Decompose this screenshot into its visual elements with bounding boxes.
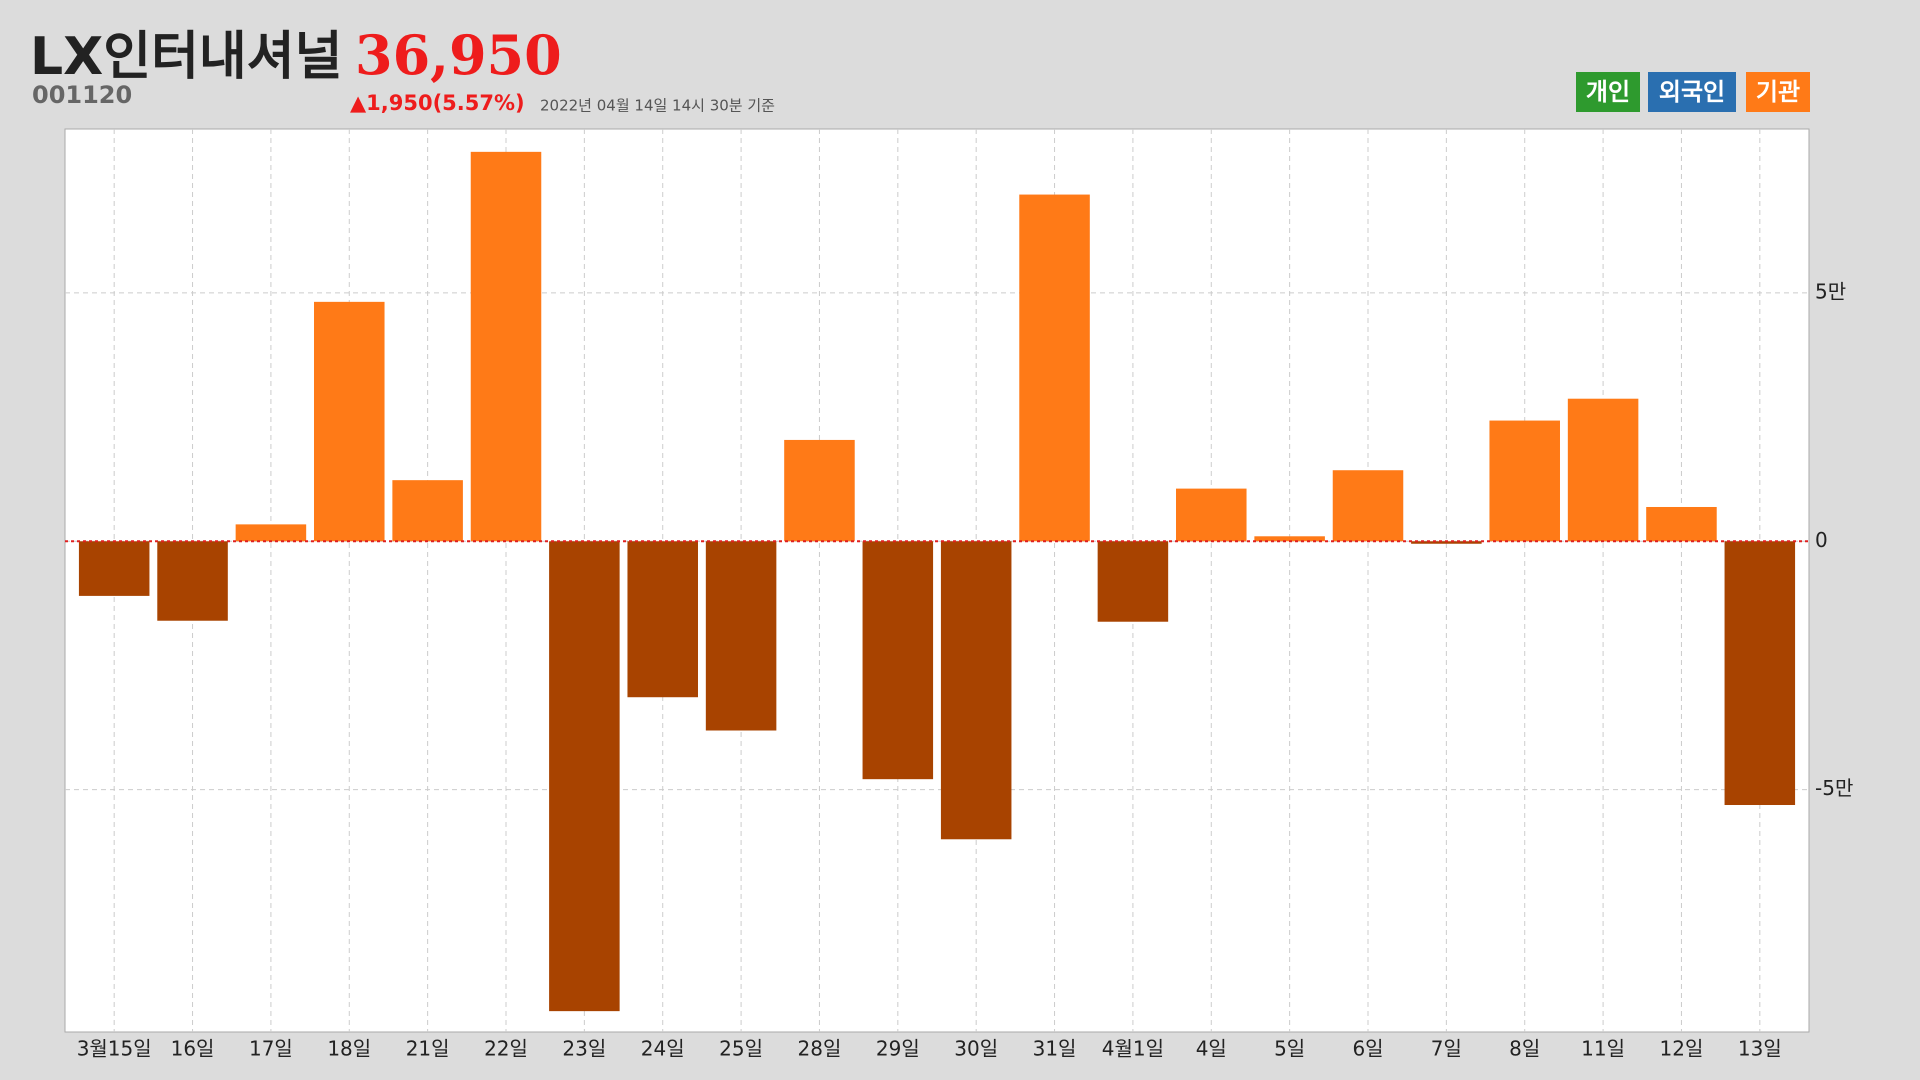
stock-code: 001120 bbox=[32, 81, 132, 109]
bar bbox=[1176, 488, 1247, 542]
bar bbox=[1567, 398, 1639, 542]
x-tick-label: 29일 bbox=[876, 1037, 920, 1061]
x-tick-label: 18일 bbox=[327, 1037, 371, 1061]
x-tick-label: 25일 bbox=[719, 1037, 763, 1061]
legend-button-label[interactable]: 개인 bbox=[1586, 78, 1630, 106]
x-tick-label: 24일 bbox=[641, 1037, 685, 1061]
bar bbox=[314, 301, 385, 542]
bar bbox=[1724, 541, 1796, 806]
x-tick-label: 11일 bbox=[1581, 1037, 1625, 1061]
bar bbox=[1332, 470, 1404, 542]
legend-button[interactable] bbox=[1648, 72, 1736, 112]
bar bbox=[392, 480, 463, 542]
x-tick-label: 21일 bbox=[406, 1037, 450, 1061]
bar bbox=[549, 541, 620, 1012]
x-tick-label: 17일 bbox=[249, 1037, 293, 1061]
bar bbox=[78, 541, 150, 596]
x-tick-label: 22일 bbox=[484, 1037, 528, 1061]
y-tick-label: 0 bbox=[1815, 528, 1828, 552]
x-tick-label: 3월15일 bbox=[77, 1037, 152, 1061]
bar bbox=[157, 541, 228, 621]
x-tick-label: 12일 bbox=[1660, 1037, 1704, 1061]
bar bbox=[1019, 194, 1090, 542]
bar bbox=[1646, 506, 1717, 542]
bar bbox=[1097, 541, 1169, 622]
x-tick-label: 4일 bbox=[1196, 1037, 1227, 1061]
bar bbox=[940, 541, 1012, 840]
legend-button[interactable] bbox=[1576, 72, 1640, 112]
legend-button-label[interactable]: 기관 bbox=[1756, 78, 1800, 106]
bar bbox=[1254, 536, 1325, 542]
bar bbox=[1411, 541, 1482, 544]
legend-button-label[interactable]: 외국인 bbox=[1659, 78, 1725, 106]
plot-area bbox=[64, 128, 1810, 1033]
x-tick-label: 13일 bbox=[1738, 1037, 1782, 1061]
x-tick-label: 31일 bbox=[1033, 1037, 1077, 1061]
x-tick-label: 23일 bbox=[562, 1037, 606, 1061]
bar bbox=[627, 541, 698, 698]
x-tick-label: 7일 bbox=[1431, 1037, 1462, 1061]
bar bbox=[235, 524, 307, 542]
stock-name: LX인터내셔널 bbox=[30, 27, 342, 87]
x-tick-label: 8일 bbox=[1509, 1037, 1540, 1061]
price: 36,950 bbox=[355, 23, 562, 87]
bar bbox=[862, 541, 934, 780]
y-tick-label: -5만 bbox=[1815, 776, 1853, 800]
x-tick-label: 30일 bbox=[954, 1037, 998, 1061]
y-tick-label: 5만 bbox=[1815, 279, 1846, 303]
x-tick-label: 16일 bbox=[171, 1037, 215, 1061]
x-tick-label: 4월1일 bbox=[1102, 1037, 1164, 1061]
bar bbox=[705, 541, 777, 731]
price-change: ▲1,950(5.57%) bbox=[350, 91, 525, 115]
bar bbox=[470, 151, 542, 542]
bar bbox=[784, 439, 855, 542]
x-tick-label: 5일 bbox=[1274, 1037, 1305, 1061]
legend-button[interactable] bbox=[1746, 72, 1810, 112]
timestamp: 2022년 04월 14일 14시 30분 기준 bbox=[540, 97, 775, 115]
x-tick-label: 28일 bbox=[798, 1037, 842, 1061]
x-tick-label: 6일 bbox=[1352, 1037, 1383, 1061]
bar bbox=[1489, 420, 1560, 542]
